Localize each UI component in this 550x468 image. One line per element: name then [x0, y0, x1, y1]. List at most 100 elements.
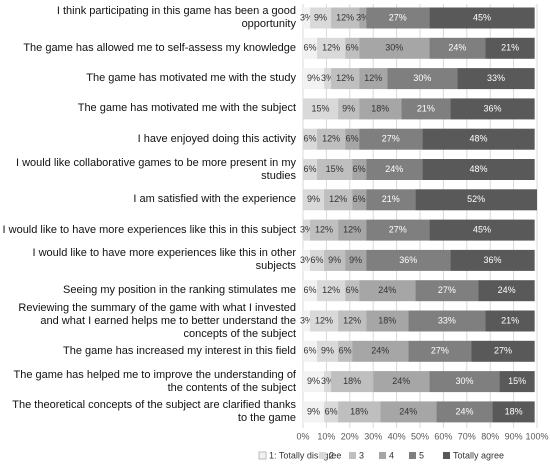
bar-segment — [366, 7, 430, 29]
x-tick-label: 30% — [364, 431, 382, 441]
bar-segment — [303, 7, 311, 29]
value-label: 27% — [389, 12, 407, 22]
value-label: 6% — [346, 134, 359, 144]
legend-label: 5 — [419, 450, 424, 460]
value-label: 21% — [501, 43, 519, 53]
bar-segment — [415, 280, 479, 302]
x-tick-label: 20% — [341, 431, 359, 441]
value-label: 12% — [364, 73, 382, 83]
bar-segment — [499, 371, 535, 393]
bar-segment — [303, 189, 325, 211]
bar-segment — [345, 249, 367, 271]
bar-segment — [366, 249, 451, 271]
bar-segment — [436, 401, 493, 423]
value-label: 12% — [336, 73, 354, 83]
bar-segment — [492, 401, 535, 423]
category-label: I think participating in this game has b… — [56, 5, 296, 30]
bar-segment — [324, 249, 346, 271]
value-label: 30% — [455, 376, 473, 386]
bar-segment — [338, 310, 367, 332]
value-label: 6% — [304, 285, 317, 295]
category-label: Seeing my position in the ranking stimul… — [63, 284, 296, 297]
bar-segment — [331, 371, 374, 393]
bar-segment — [471, 340, 535, 362]
bar-segment — [338, 98, 360, 120]
bar-segment — [359, 280, 416, 302]
value-label: 18% — [350, 406, 368, 416]
bar-segment — [310, 249, 325, 271]
bar-segment — [317, 37, 346, 59]
value-label: 6% — [339, 346, 352, 356]
bar-segment — [303, 249, 311, 271]
bar-segment — [429, 371, 500, 393]
value-label: 27% — [431, 346, 449, 356]
bar-segment — [310, 310, 339, 332]
bar-segment — [345, 37, 360, 59]
bar-segment — [408, 340, 472, 362]
value-label: 9% — [314, 12, 327, 22]
value-label: 9% — [307, 194, 320, 204]
bar-segment — [352, 189, 367, 211]
value-label: 18% — [378, 315, 396, 325]
value-label: 27% — [438, 285, 456, 295]
value-label: 36% — [484, 255, 502, 265]
category-label: I have enjoyed doing this activity — [137, 132, 296, 145]
category-label: The game has motivated me with the study — [86, 72, 296, 85]
category-label: The theoretical concepts of the subject … — [12, 398, 296, 424]
bar-segment — [345, 128, 360, 150]
bar-segment — [303, 280, 318, 302]
value-label: 52% — [467, 194, 485, 204]
bar-segment — [331, 7, 360, 29]
x-tick-label: 0% — [296, 431, 309, 441]
category-label: The game has allowed me to self-assess m… — [23, 41, 296, 54]
value-label: 6% — [304, 164, 317, 174]
bar-segment — [303, 98, 339, 120]
value-label: 3% — [300, 224, 313, 234]
value-label: 48% — [469, 164, 487, 174]
value-label: 24% — [371, 346, 389, 356]
value-label: 45% — [473, 224, 491, 234]
bar-segment — [359, 37, 430, 59]
bar-segment — [457, 68, 535, 90]
x-tick-label: 10% — [317, 431, 335, 441]
x-tick-label: 80% — [481, 431, 499, 441]
bar-segment — [380, 401, 437, 423]
legend-swatch — [319, 452, 326, 459]
bar-segment — [324, 371, 332, 393]
value-label: 9% — [307, 376, 320, 386]
value-label: 3% — [300, 315, 313, 325]
bar-segment — [303, 401, 325, 423]
value-label: 3% — [321, 73, 334, 83]
bar-segment — [303, 128, 318, 150]
bar-segment — [345, 280, 360, 302]
legend-label: 4 — [389, 450, 394, 460]
bar-segment — [450, 98, 535, 120]
x-tick-label: 40% — [388, 431, 406, 441]
bar-segment — [478, 280, 535, 302]
value-label: 9% — [307, 73, 320, 83]
value-label: 12% — [329, 194, 347, 204]
value-label: 6% — [353, 164, 366, 174]
value-label: 36% — [484, 103, 502, 113]
value-label: 9% — [307, 406, 320, 416]
bar-segment — [317, 280, 346, 302]
category-label: I would like to have more experiences li… — [32, 247, 296, 273]
value-label: 6% — [353, 194, 366, 204]
x-tick-label: 90% — [505, 431, 523, 441]
bar-segment — [429, 37, 486, 59]
value-label: 12% — [315, 224, 333, 234]
bar-segment — [352, 340, 409, 362]
legend-swatch — [379, 452, 386, 459]
bar-segment — [401, 98, 451, 120]
value-label: 24% — [378, 285, 396, 295]
value-label: 21% — [382, 194, 400, 204]
value-label: 3% — [321, 376, 334, 386]
value-label: 30% — [385, 43, 403, 53]
bar-segment — [324, 401, 339, 423]
value-label: 33% — [487, 73, 505, 83]
value-label: 27% — [382, 134, 400, 144]
bar-segment — [331, 68, 360, 90]
category-label: The game has helped me to improve the un… — [13, 368, 296, 394]
bar-segment — [310, 7, 332, 29]
